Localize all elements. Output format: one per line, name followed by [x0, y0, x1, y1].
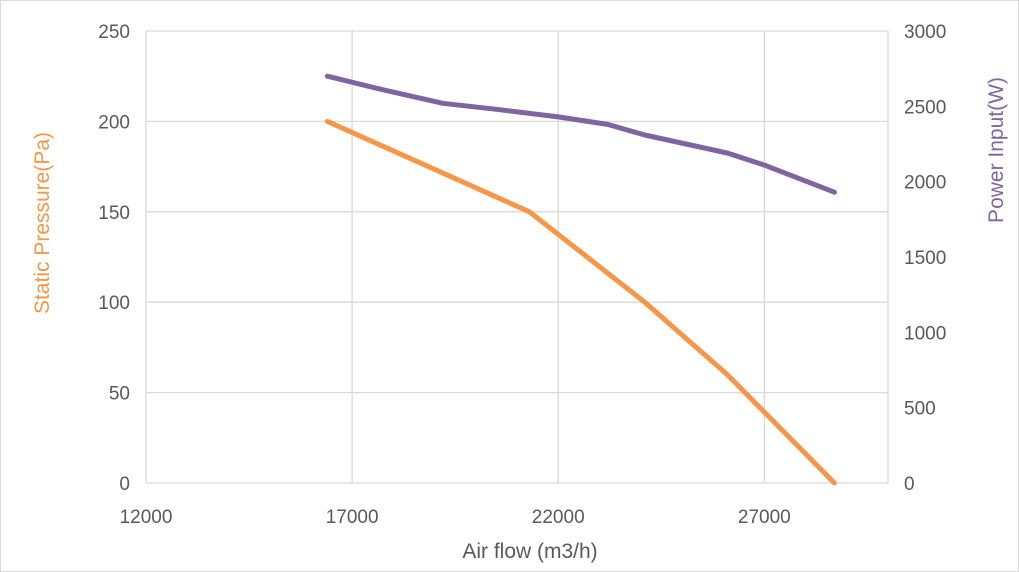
y2-axis-title: Power Input(W) [985, 77, 1008, 223]
x-tick-label: 22000 [532, 507, 585, 528]
series-lines [324, 73, 837, 486]
y2-tick-label: 2500 [904, 97, 946, 118]
y-tick-label: 50 [109, 384, 130, 405]
x-tick-label: 27000 [738, 507, 791, 528]
x-tick-label: 12000 [120, 507, 173, 528]
y-tick-label: 250 [98, 22, 130, 43]
series-line-static-pressure [324, 118, 837, 486]
y2-tick-label: 3000 [904, 22, 946, 43]
y-axis-title: Static Pressure(Pa) [31, 132, 54, 314]
y2-tick-label: 1000 [904, 323, 946, 344]
series-line-power-input [324, 73, 837, 195]
y-axis-ticks: 0 50 100 150 200 250 [98, 22, 130, 495]
y2-axis-ticks: 0 500 1000 1500 2000 2500 3000 [904, 22, 946, 495]
y2-tick-label: 500 [904, 399, 936, 420]
x-axis-title: Air flow (m3/h) [462, 540, 597, 563]
y2-tick-label: 1500 [904, 248, 946, 269]
y-tick-label: 100 [98, 293, 130, 314]
y-tick-label: 150 [98, 203, 130, 224]
x-axis-ticks: 12000 17000 22000 27000 [120, 507, 791, 528]
x-tick-label: 17000 [326, 507, 379, 528]
gridlines [145, 30, 889, 484]
y-tick-label: 200 [98, 112, 130, 133]
y2-tick-label: 0 [904, 474, 915, 495]
y-tick-label: 0 [119, 474, 130, 495]
y2-tick-label: 2000 [904, 173, 946, 194]
